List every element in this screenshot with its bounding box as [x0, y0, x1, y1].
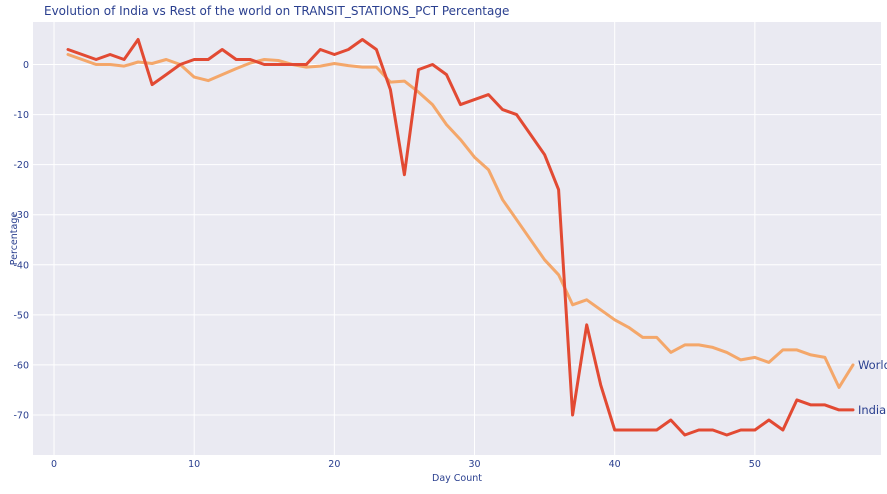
y-tick-label: -20: [13, 160, 29, 171]
y-tick-label: -60: [13, 360, 29, 371]
x-tick-label: 10: [188, 459, 200, 470]
y-tick-label: 0: [23, 60, 29, 71]
tick-labels: 0 10 20 30 40 50 0 -10 -20 -30 -40 -50 -60 -70: [13, 60, 760, 470]
x-tick-label: 40: [609, 459, 621, 470]
series-labels: World India: [858, 358, 887, 417]
y-axis-title: Percentage: [9, 212, 20, 266]
y-tick-label: -10: [13, 110, 29, 121]
y-tick-label: -40: [13, 260, 29, 271]
series-label-world: World: [858, 358, 887, 372]
plot-area: [33, 22, 881, 455]
series-line-india: [66, 38, 855, 437]
y-tick-label: -50: [13, 310, 29, 321]
x-tick-label: 50: [749, 459, 761, 470]
series-line-world: [66, 53, 855, 389]
series-lines: [66, 38, 855, 437]
y-tick-label: -70: [13, 410, 29, 421]
chart-title: Evolution of India vs Rest of the world …: [44, 4, 510, 18]
x-axis-title: Day Count: [432, 473, 482, 484]
series-label-india: India: [858, 403, 886, 417]
y-tick-label: -30: [13, 210, 29, 221]
x-tick-label: 0: [51, 459, 57, 470]
x-tick-label: 20: [328, 459, 340, 470]
gridlines: [33, 22, 881, 455]
x-tick-label: 30: [468, 459, 480, 470]
